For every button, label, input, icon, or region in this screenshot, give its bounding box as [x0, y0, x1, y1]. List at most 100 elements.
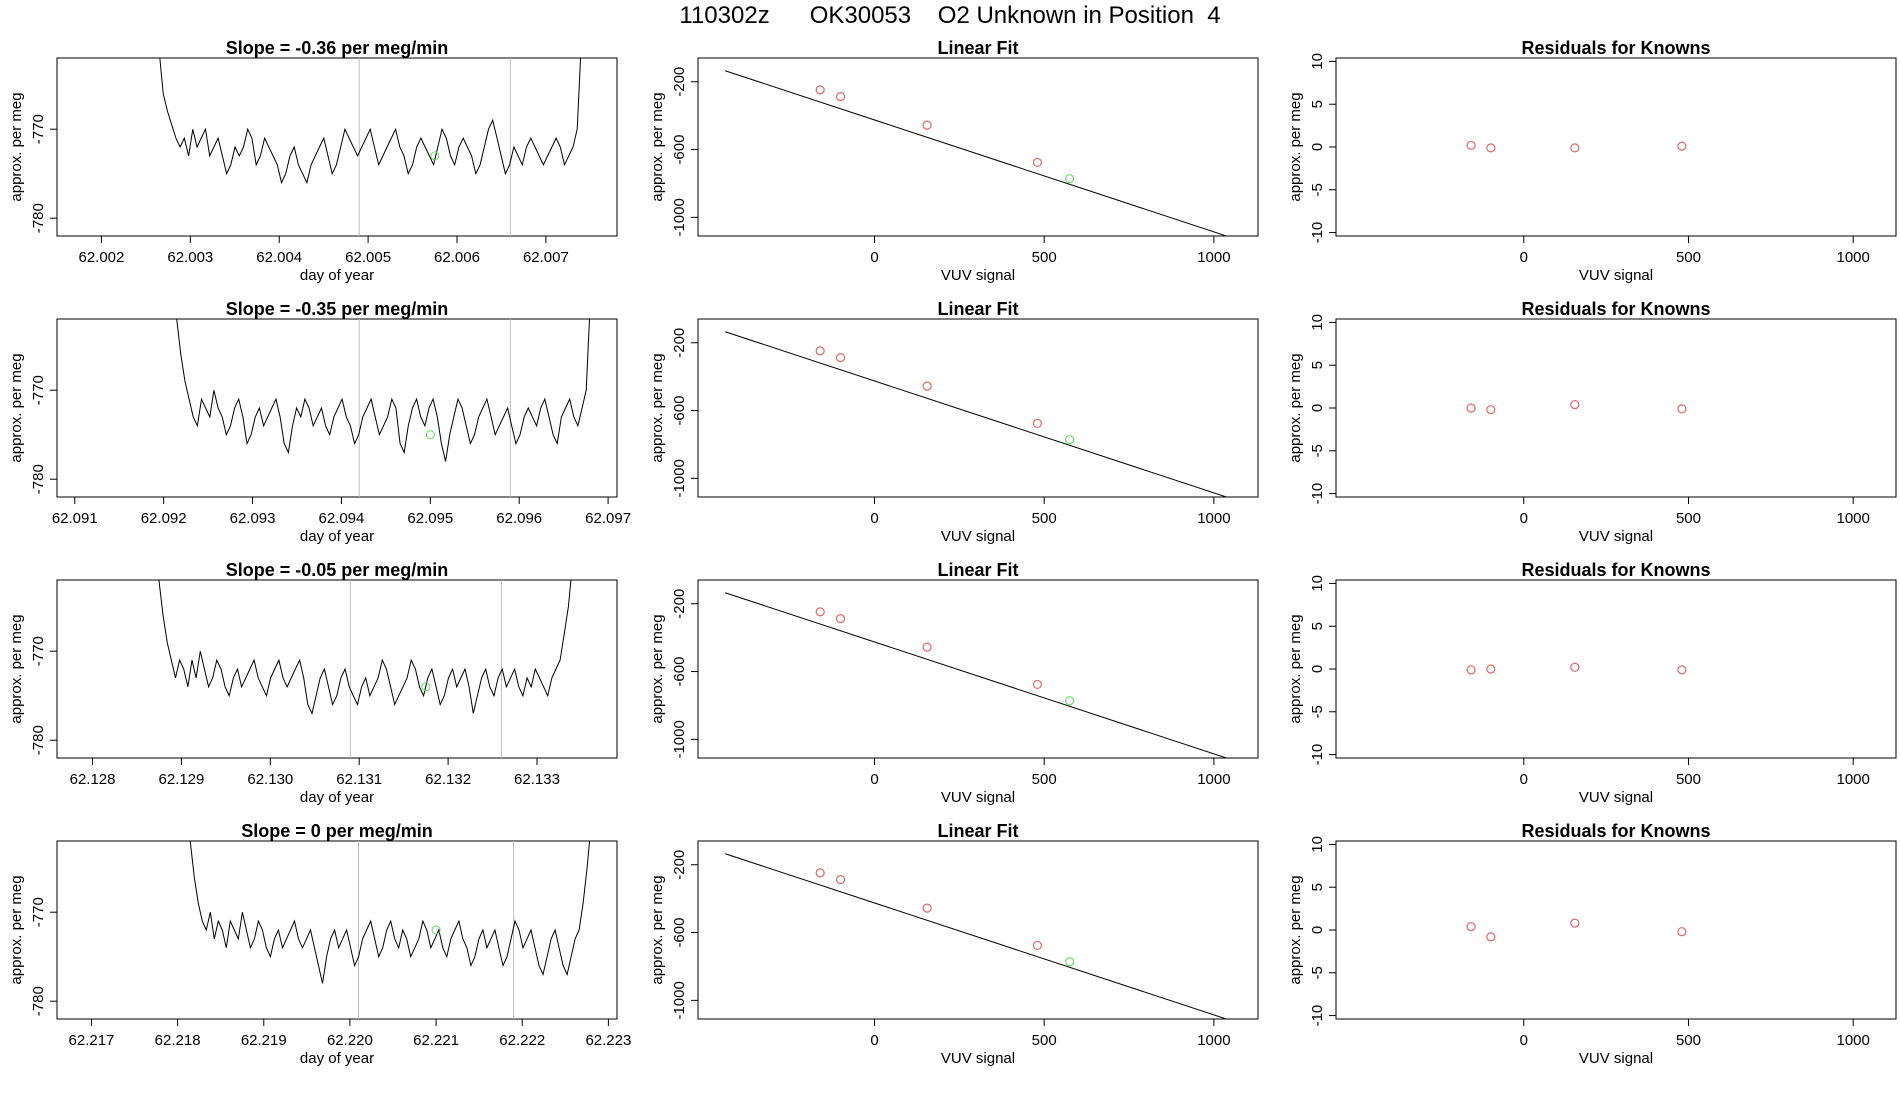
x-tick-label: 0 — [870, 510, 878, 527]
known-point — [815, 85, 825, 95]
known-point — [1032, 157, 1042, 168]
x-tick-label: 62.097 — [585, 510, 631, 527]
y-tick-label: -1000 — [671, 459, 688, 497]
plot-area — [1466, 140, 1687, 153]
y-tick-label: -770 — [30, 114, 47, 144]
x-axis-label: day of year — [300, 267, 374, 284]
known-point — [1677, 141, 1687, 151]
known-point — [1466, 921, 1476, 932]
panel-residuals-row2: Residuals for Knowns 0 500 1000 VUV signal -1… — [1287, 299, 1897, 545]
plot-frame — [56, 840, 618, 1020]
known-point — [1466, 403, 1476, 413]
x-tick-label: 500 — [1032, 1032, 1057, 1049]
plot-area — [1466, 399, 1687, 415]
y-axis-label: approx. per meg — [649, 92, 666, 201]
panel-time-series-row4: Slope = 0 per meg/min 62.217 62.218 62.219 6… — [8, 821, 631, 1067]
y-tick-label: -780 — [30, 725, 47, 755]
y-tick-label: 5 — [1309, 622, 1326, 630]
x-tick-label: 1000 — [1197, 771, 1230, 788]
known-point — [1570, 662, 1580, 672]
y-tick-label: 10 — [1309, 836, 1326, 853]
x-tick-label: 62.217 — [69, 1032, 115, 1049]
x-tick-label: 500 — [1032, 510, 1057, 527]
plot-area — [176, 319, 590, 497]
plot-area — [724, 592, 1229, 758]
x-tick-label: 62.129 — [158, 771, 204, 788]
plot-area — [724, 70, 1229, 236]
x-tick-label: 62.091 — [52, 510, 98, 527]
x-tick-label: 1000 — [1836, 1032, 1869, 1049]
x-tick-label: 500 — [1676, 249, 1701, 266]
known-point — [1570, 918, 1580, 928]
series-trace — [158, 580, 572, 716]
plot-frame — [1335, 318, 1897, 498]
chart-title: Slope = 0 per meg/min — [241, 821, 433, 841]
chart-title: Residuals for Knowns — [1521, 299, 1710, 319]
y-tick-label: -1000 — [671, 198, 688, 236]
known-point — [1032, 940, 1042, 951]
unknown-point — [430, 151, 440, 161]
x-axis-label: VUV signal — [941, 1050, 1015, 1067]
chart-title: Residuals for Knowns — [1521, 560, 1710, 580]
x-axis-label: day of year — [300, 1050, 374, 1067]
y-tick-label: -10 — [1309, 1005, 1326, 1027]
x-axis-label: VUV signal — [941, 789, 1015, 806]
y-tick-label: -10 — [1309, 744, 1326, 766]
known-point — [1466, 140, 1476, 150]
y-axis-label: approx. per meg — [1287, 92, 1304, 201]
x-tick-label: 62.131 — [336, 771, 382, 788]
known-point — [815, 868, 825, 878]
x-tick-label: 0 — [870, 1032, 878, 1049]
y-tick-label: -770 — [30, 375, 47, 405]
x-tick-label: 62.007 — [523, 249, 569, 266]
x-tick-label: 62.218 — [155, 1032, 201, 1049]
x-tick-label: 62.094 — [318, 510, 364, 527]
plot-area — [189, 841, 591, 1019]
x-axis-label: VUV signal — [941, 528, 1015, 545]
y-axis-label: approx. per meg — [8, 614, 25, 723]
x-tick-label: 62.128 — [70, 771, 116, 788]
y-tick-label: -200 — [671, 850, 688, 880]
chart-title: Residuals for Knowns — [1521, 821, 1710, 841]
chart-title: Residuals for Knowns — [1521, 38, 1710, 58]
y-tick-label: 0 — [1309, 404, 1326, 412]
y-tick-label: 5 — [1309, 883, 1326, 891]
plot-frame — [697, 57, 1259, 237]
panel-residuals-row1: Residuals for Knowns 0 500 1000 VUV signal -1… — [1287, 38, 1897, 284]
known-point — [835, 353, 846, 363]
plot-frame — [56, 57, 618, 237]
x-tick-label: 62.096 — [496, 510, 542, 527]
x-axis-label: day of year — [300, 789, 374, 806]
y-tick-label: -780 — [30, 986, 47, 1016]
y-axis-label: approx. per meg — [649, 353, 666, 462]
x-tick-label: 500 — [1032, 249, 1057, 266]
known-point — [1486, 932, 1496, 942]
plot-frame — [697, 318, 1259, 498]
chart-title: Slope = -0.05 per meg/min — [226, 560, 449, 580]
fit-line — [724, 70, 1229, 236]
fit-line — [724, 592, 1229, 758]
series-trace — [176, 319, 590, 462]
panel-residuals-row4: Residuals for Knowns 0 500 1000 VUV signal -1… — [1287, 821, 1897, 1067]
x-tick-label: 0 — [870, 771, 878, 788]
x-tick-label: 1000 — [1197, 249, 1230, 266]
x-tick-label: 62.002 — [78, 249, 124, 266]
y-tick-label: 10 — [1309, 314, 1326, 331]
y-tick-label: -780 — [30, 203, 47, 233]
plot-area — [1466, 918, 1687, 942]
y-axis-label: approx. per meg — [649, 875, 666, 984]
x-tick-label: 1000 — [1197, 510, 1230, 527]
known-point — [1570, 399, 1580, 410]
x-axis-label: VUV signal — [941, 267, 1015, 284]
y-axis-label: approx. per meg — [1287, 614, 1304, 723]
y-tick-label: -5 — [1309, 705, 1326, 718]
y-axis-label: approx. per meg — [8, 92, 25, 201]
plot-area — [158, 580, 572, 758]
panel-linear-fit-row1: Linear Fit 0 500 1000 VUV signal -200 -600 -100… — [649, 38, 1259, 284]
x-tick-label: 0 — [1520, 249, 1528, 266]
y-tick-label: -5 — [1309, 966, 1326, 979]
known-point — [835, 875, 846, 885]
y-tick-label: -600 — [671, 135, 688, 165]
x-tick-label: 62.095 — [407, 510, 453, 527]
